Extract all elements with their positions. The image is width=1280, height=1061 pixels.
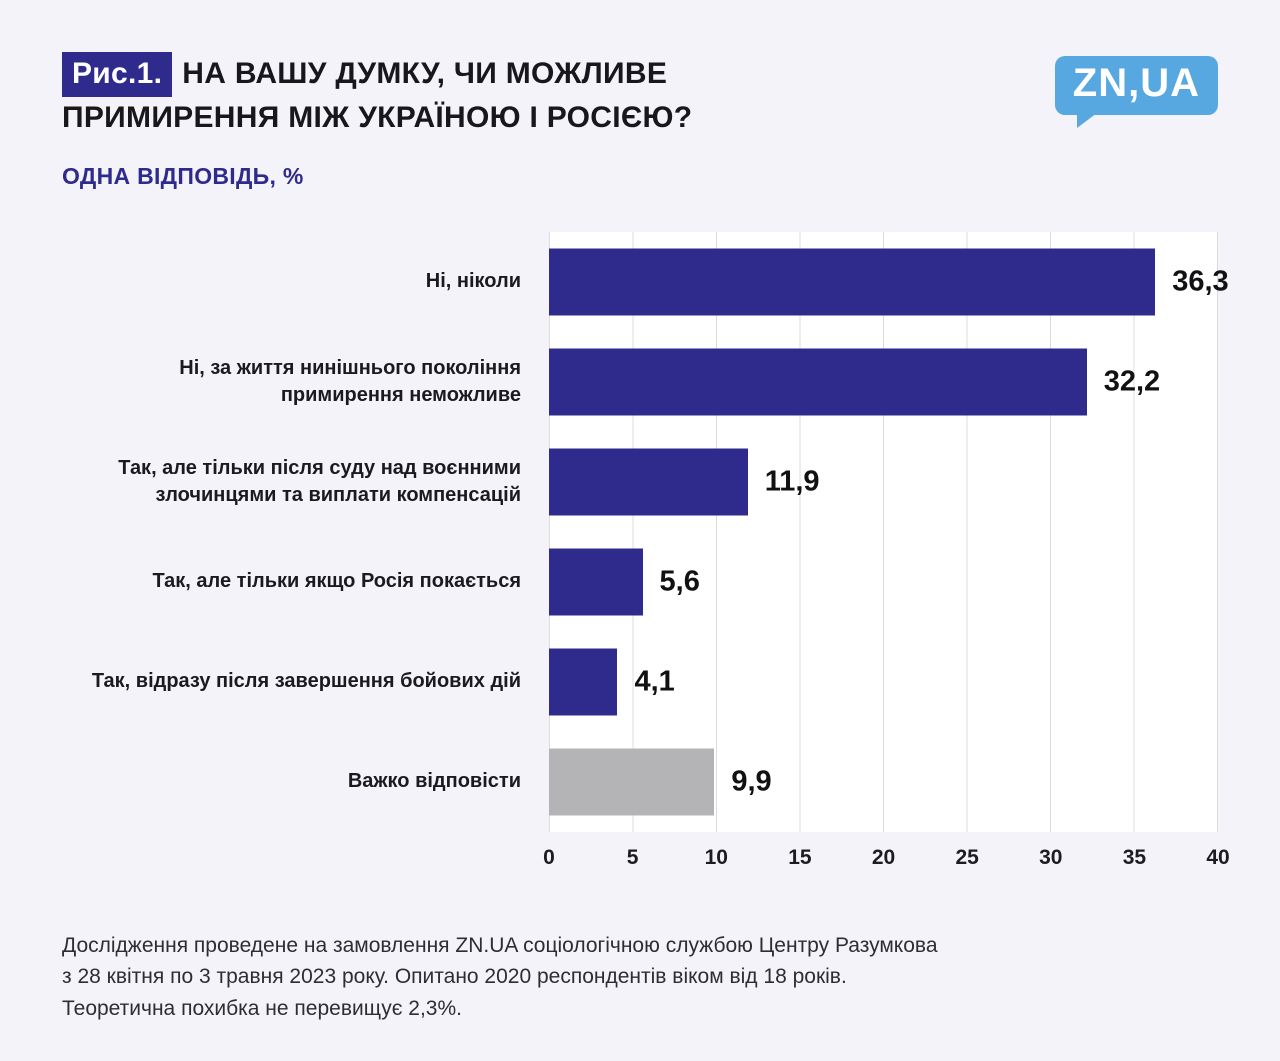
- axis-tick-label: 25: [955, 845, 979, 869]
- category-label: Так, але тільки після суду над воєнними …: [118, 456, 521, 506]
- category-label: Так, але тільки якщо Росія покається: [152, 570, 521, 593]
- bar-chart: Ні, ніколи 36,3 Ні, за життя нинішнього по…: [62, 231, 1230, 874]
- axis-tick-label: 30: [1039, 845, 1063, 869]
- znua-logo: ZN,UA: [1054, 56, 1218, 128]
- plot-area-row: 4,1: [549, 631, 1218, 732]
- header: Рис.1. НА ВАШУ ДУМКУ, ЧИ МОЖЛИВЕ ПРИМИРЕН…: [62, 52, 1218, 139]
- source-note-line-3: Теоретична похибка не перевищує 2,3%.: [62, 996, 462, 1020]
- chart-subtitle: ОДНА ВІДПОВІДЬ, %: [62, 162, 304, 189]
- axis-tick-label: 20: [871, 845, 896, 869]
- source-note: Дослідження проведене на замовлення ZN.U…: [62, 930, 1218, 1025]
- source-note-line-2: з 28 квітня по 3 травня 2023 року. Опита…: [62, 965, 847, 989]
- axis-tick-label: 35: [1122, 845, 1147, 869]
- chart-row: Так, але тільки після суду над воєнними …: [62, 431, 1218, 532]
- chart-row: Ні, за життя нинішнього покоління примир…: [62, 331, 1218, 432]
- value-label: 36,3: [1172, 265, 1229, 298]
- category-label: Ні, ніколи: [425, 270, 521, 293]
- value-label: 32,2: [1103, 365, 1161, 398]
- chart-row: Важко відповісти 9,9: [62, 731, 1218, 832]
- title-line-2: ПРИМИРЕННЯ МІЖ УКРАЇНОЮ І РОСІЄЮ?: [62, 101, 693, 135]
- axis-tick-label: 0: [543, 845, 555, 869]
- value-label: 5,6: [659, 565, 700, 598]
- chart-row: Ні, ніколи 36,3: [62, 231, 1229, 332]
- axis-tick-label: 10: [704, 845, 728, 869]
- axis-tick-labels: 0 5 10 15 20 25 30 35 40: [543, 845, 1230, 874]
- bar: [549, 648, 618, 716]
- axis-spacer: [62, 846, 549, 874]
- axis-tick-label: 40: [1206, 845, 1230, 869]
- plot-area-row: 11,9: [549, 431, 1218, 532]
- plot-area-row: 5,6: [549, 531, 1218, 632]
- bar: [549, 548, 643, 616]
- value-label: 11,9: [764, 465, 820, 498]
- plot-area-row: 32,2: [549, 331, 1218, 432]
- value-label: 9,9: [731, 765, 772, 798]
- axis-tick-label: 5: [626, 845, 639, 869]
- plot-area-row: 9,9: [549, 731, 1218, 832]
- category-label: Так, відразу після завершення бойових ді…: [91, 670, 521, 693]
- bar: [549, 448, 748, 516]
- axis-tick-label: 15: [788, 845, 812, 869]
- chart-row: Так, але тільки якщо Росія покається 5,6: [62, 531, 1218, 632]
- page-title: Рис.1. НА ВАШУ ДУМКУ, ЧИ МОЖЛИВЕ ПРИМИРЕН…: [62, 52, 692, 139]
- chart-rows: Ні, ніколи 36,3 Ні, за життя нинішнього по…: [62, 231, 1229, 832]
- infographic-page: Рис.1. НА ВАШУ ДУМКУ, ЧИ МОЖЛИВЕ ПРИМИРЕН…: [62, 52, 1230, 1025]
- category-label: Ні, за життя нинішнього покоління примир…: [179, 356, 521, 406]
- title-line-1: НА ВАШУ ДУМКУ, ЧИ МОЖЛИВЕ: [182, 57, 668, 90]
- category-label: Важко відповісти: [347, 770, 521, 793]
- bar: [549, 748, 715, 816]
- bar: [549, 248, 1156, 316]
- plot-area-row: 36,3: [549, 231, 1229, 332]
- source-note-line-1: Дослідження проведене на замовлення ZN.U…: [62, 933, 938, 957]
- figure-label: Рис.1.: [62, 52, 173, 98]
- value-label: 4,1: [634, 665, 675, 698]
- bar: [549, 348, 1087, 416]
- x-axis: 0 5 10 15 20 25 30 35 40: [62, 845, 1230, 874]
- chart-row: Так, відразу після завершення бойових ді…: [62, 631, 1218, 732]
